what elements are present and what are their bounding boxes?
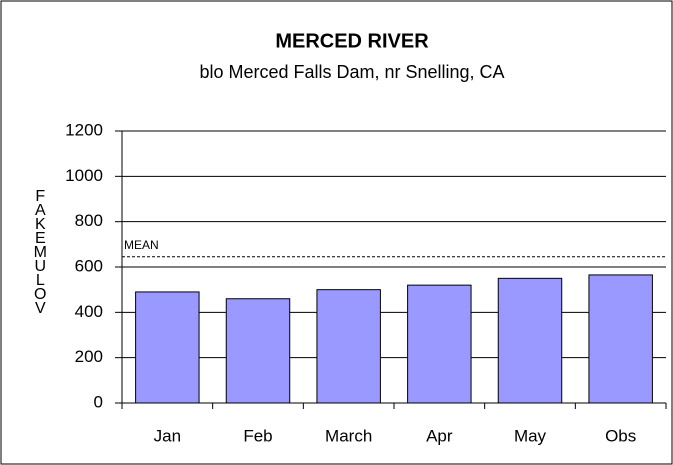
chart-subtitle: blo Merced Falls Dam, nr Snelling, CA <box>199 62 504 82</box>
x-tick-label: Feb <box>243 426 272 445</box>
bar <box>588 274 653 404</box>
bar <box>225 298 291 404</box>
y-axis-label: FAKEMULOV <box>32 188 49 314</box>
y-tick-label: 1000 <box>65 166 103 185</box>
x-tick-label: May <box>514 426 547 445</box>
y-tick-label: 0 <box>94 392 103 411</box>
y-tick-label: 1200 <box>65 120 103 139</box>
bar <box>316 289 381 404</box>
bar <box>135 291 200 404</box>
x-tick-label: March <box>325 426 372 445</box>
x-tick-label: Apr <box>426 426 453 445</box>
y-tick-label: 600 <box>75 256 103 275</box>
mean-label: MEAN <box>124 238 159 252</box>
x-tick-label: Jan <box>154 426 181 445</box>
bar <box>407 284 472 404</box>
bar <box>497 277 563 404</box>
chart-title: MERCED RIVER <box>275 30 429 52</box>
y-tick-label: 400 <box>75 302 103 321</box>
y-tick-label: 200 <box>75 347 103 366</box>
y-tick-label: 800 <box>75 211 103 230</box>
x-tick-label: Obs <box>605 426 636 445</box>
